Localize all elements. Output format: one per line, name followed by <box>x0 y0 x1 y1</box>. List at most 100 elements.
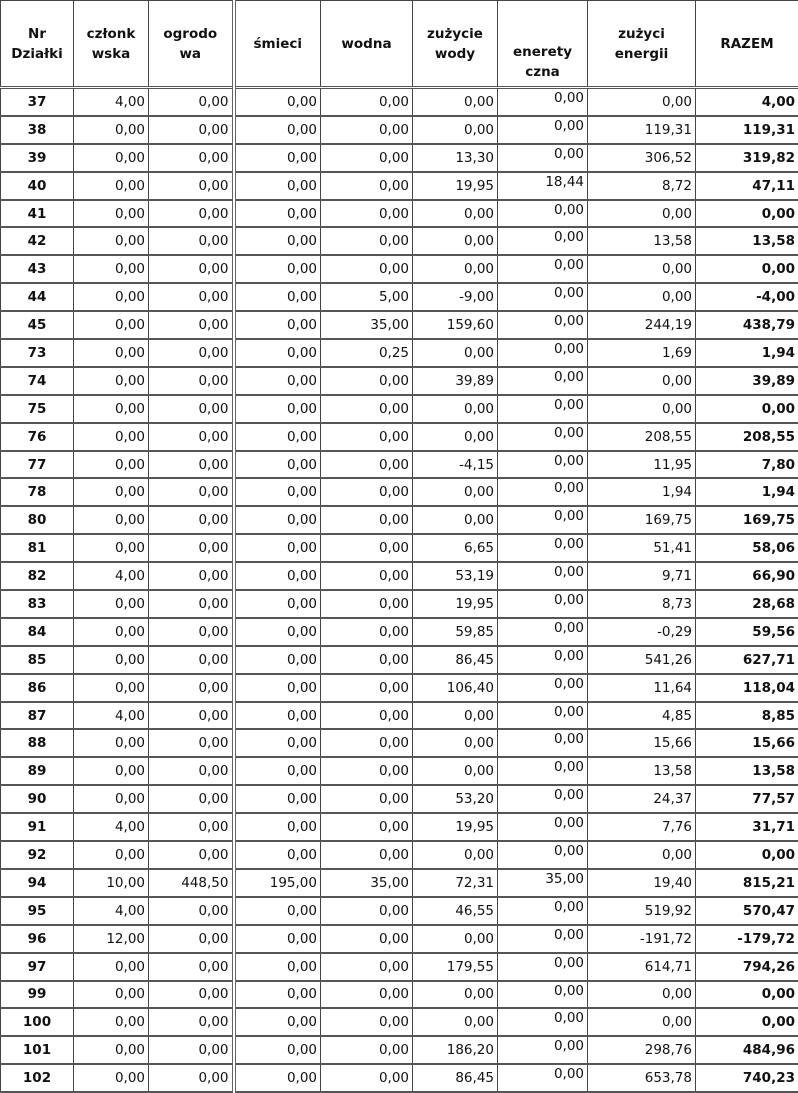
cell-nr-dzialki[interactable]: 74 <box>1 367 74 395</box>
cell-razem[interactable]: 740,23 <box>696 1064 798 1092</box>
cell-smieci[interactable]: 0,00 <box>234 841 321 869</box>
cell-energetyczna[interactable]: 0,00 <box>498 255 588 283</box>
cell-zuzycie-energii[interactable]: 13,58 <box>588 757 696 785</box>
cell-wodna[interactable]: 0,00 <box>321 506 413 534</box>
cell-ogrodowa[interactable]: 0,00 <box>149 925 234 953</box>
cell-zuzycie-wody[interactable]: 0,00 <box>413 925 498 953</box>
cell-zuzycie-wody[interactable]: 0,00 <box>413 88 498 116</box>
cell-czlonkowska[interactable]: 0,00 <box>74 674 149 702</box>
cell-energetyczna[interactable]: 0,00 <box>498 813 588 841</box>
cell-nr-dzialki[interactable]: 84 <box>1 618 74 646</box>
cell-smieci[interactable]: 0,00 <box>234 534 321 562</box>
cell-nr-dzialki[interactable]: 81 <box>1 534 74 562</box>
cell-smieci[interactable]: 0,00 <box>234 702 321 730</box>
cell-zuzycie-wody[interactable]: -9,00 <box>413 283 498 311</box>
cell-energetyczna[interactable]: 0,00 <box>498 646 588 674</box>
cell-ogrodowa[interactable]: 0,00 <box>149 953 234 981</box>
cell-czlonkowska[interactable]: 4,00 <box>74 897 149 925</box>
cell-wodna[interactable]: 0,00 <box>321 1036 413 1064</box>
cell-smieci[interactable]: 0,00 <box>234 674 321 702</box>
cell-zuzycie-energii[interactable]: 119,31 <box>588 116 696 144</box>
cell-zuzycie-wody[interactable]: 59,85 <box>413 618 498 646</box>
cell-wodna[interactable]: 0,00 <box>321 1064 413 1092</box>
cell-ogrodowa[interactable]: 0,00 <box>149 1036 234 1064</box>
cell-smieci[interactable]: 195,00 <box>234 869 321 897</box>
cell-smieci[interactable]: 0,00 <box>234 88 321 116</box>
cell-nr-dzialki[interactable]: 42 <box>1 227 74 255</box>
cell-razem[interactable]: -179,72 <box>696 925 798 953</box>
cell-zuzycie-energii[interactable]: 298,76 <box>588 1036 696 1064</box>
cell-energetyczna[interactable]: 0,00 <box>498 227 588 255</box>
cell-smieci[interactable]: 0,00 <box>234 506 321 534</box>
cell-ogrodowa[interactable]: 0,00 <box>149 423 234 451</box>
cell-czlonkowska[interactable]: 0,00 <box>74 144 149 172</box>
cell-czlonkowska[interactable]: 0,00 <box>74 116 149 144</box>
cell-zuzycie-energii[interactable]: -0,29 <box>588 618 696 646</box>
cell-razem[interactable]: 119,31 <box>696 116 798 144</box>
cell-nr-dzialki[interactable]: 87 <box>1 702 74 730</box>
cell-ogrodowa[interactable]: 0,00 <box>149 674 234 702</box>
cell-zuzycie-energii[interactable]: 0,00 <box>588 1008 696 1036</box>
cell-smieci[interactable]: 0,00 <box>234 729 321 757</box>
cell-razem[interactable]: 58,06 <box>696 534 798 562</box>
cell-ogrodowa[interactable]: 0,00 <box>149 981 234 1009</box>
cell-wodna[interactable]: 0,00 <box>321 478 413 506</box>
cell-razem[interactable]: 0,00 <box>696 200 798 228</box>
cell-razem[interactable]: 794,26 <box>696 953 798 981</box>
cell-wodna[interactable]: 0,00 <box>321 200 413 228</box>
cell-smieci[interactable]: 0,00 <box>234 785 321 813</box>
cell-smieci[interactable]: 0,00 <box>234 227 321 255</box>
cell-razem[interactable]: 77,57 <box>696 785 798 813</box>
cell-zuzycie-wody[interactable]: 0,00 <box>413 757 498 785</box>
cell-razem[interactable]: 0,00 <box>696 255 798 283</box>
cell-ogrodowa[interactable]: 0,00 <box>149 757 234 785</box>
cell-energetyczna[interactable]: 0,00 <box>498 534 588 562</box>
cell-energetyczna[interactable]: 0,00 <box>498 729 588 757</box>
cell-razem[interactable]: 4,00 <box>696 88 798 116</box>
cell-energetyczna[interactable]: 18,44 <box>498 172 588 200</box>
cell-zuzycie-energii[interactable]: 19,40 <box>588 869 696 897</box>
cell-smieci[interactable]: 0,00 <box>234 255 321 283</box>
cell-smieci[interactable]: 0,00 <box>234 311 321 339</box>
cell-nr-dzialki[interactable]: 39 <box>1 144 74 172</box>
cell-ogrodowa[interactable]: 0,00 <box>149 785 234 813</box>
cell-energetyczna[interactable]: 0,00 <box>498 423 588 451</box>
cell-czlonkowska[interactable]: 4,00 <box>74 813 149 841</box>
cell-smieci[interactable]: 0,00 <box>234 144 321 172</box>
cell-nr-dzialki[interactable]: 94 <box>1 869 74 897</box>
cell-wodna[interactable]: 0,00 <box>321 702 413 730</box>
cell-ogrodowa[interactable]: 0,00 <box>149 88 234 116</box>
cell-razem[interactable]: -4,00 <box>696 283 798 311</box>
cell-ogrodowa[interactable]: 0,00 <box>149 478 234 506</box>
cell-zuzycie-wody[interactable]: 0,00 <box>413 1008 498 1036</box>
cell-razem[interactable]: 815,21 <box>696 869 798 897</box>
cell-czlonkowska[interactable]: 0,00 <box>74 534 149 562</box>
cell-razem[interactable]: 319,82 <box>696 144 798 172</box>
cell-zuzycie-energii[interactable]: 8,73 <box>588 590 696 618</box>
cell-energetyczna[interactable]: 35,00 <box>498 869 588 897</box>
cell-ogrodowa[interactable]: 0,00 <box>149 590 234 618</box>
cell-zuzycie-energii[interactable]: 1,69 <box>588 339 696 367</box>
cell-razem[interactable]: 1,94 <box>696 478 798 506</box>
cell-zuzycie-energii[interactable]: 0,00 <box>588 367 696 395</box>
cell-zuzycie-wody[interactable]: 0,00 <box>413 339 498 367</box>
cell-razem[interactable]: 15,66 <box>696 729 798 757</box>
cell-smieci[interactable]: 0,00 <box>234 395 321 423</box>
cell-czlonkowska[interactable]: 0,00 <box>74 618 149 646</box>
cell-energetyczna[interactable]: 0,00 <box>498 478 588 506</box>
cell-zuzycie-energii[interactable]: 24,37 <box>588 785 696 813</box>
cell-smieci[interactable]: 0,00 <box>234 367 321 395</box>
cell-ogrodowa[interactable]: 0,00 <box>149 702 234 730</box>
cell-zuzycie-energii[interactable]: 0,00 <box>588 255 696 283</box>
cell-czlonkowska[interactable]: 10,00 <box>74 869 149 897</box>
cell-energetyczna[interactable]: 0,00 <box>498 88 588 116</box>
cell-nr-dzialki[interactable]: 102 <box>1 1064 74 1092</box>
cell-zuzycie-wody[interactable]: 159,60 <box>413 311 498 339</box>
cell-ogrodowa[interactable]: 0,00 <box>149 729 234 757</box>
cell-ogrodowa[interactable]: 0,00 <box>149 841 234 869</box>
cell-energetyczna[interactable]: 0,00 <box>498 451 588 479</box>
cell-energetyczna[interactable]: 0,00 <box>498 144 588 172</box>
cell-smieci[interactable]: 0,00 <box>234 813 321 841</box>
cell-ogrodowa[interactable]: 0,00 <box>149 144 234 172</box>
cell-razem[interactable]: 570,47 <box>696 897 798 925</box>
